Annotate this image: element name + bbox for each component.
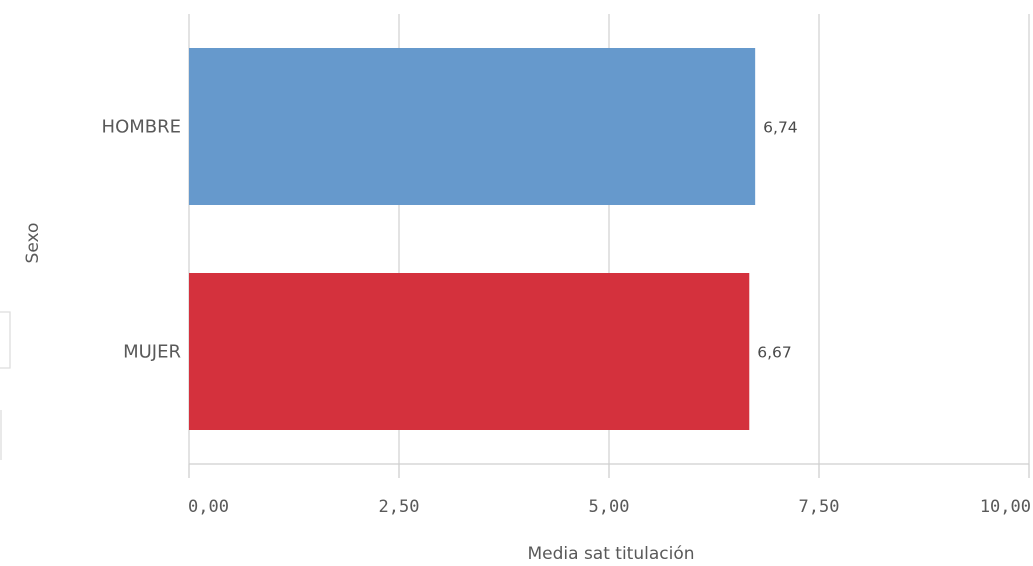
bar-mujer[interactable] bbox=[189, 273, 750, 430]
x-axis-ticks: 0,00 2,50 5,00 7,50 10,00 bbox=[188, 464, 1031, 517]
x-tick-label: 10,00 bbox=[980, 497, 1031, 517]
y-category-label: MUJER bbox=[123, 342, 181, 363]
x-axis-title: Media sat titulación bbox=[527, 544, 694, 564]
data-label: 6,67 bbox=[757, 344, 792, 362]
x-tick-label: 2,50 bbox=[379, 497, 420, 517]
data-label: 6,74 bbox=[763, 119, 798, 137]
edge-fragment bbox=[0, 311, 11, 369]
bars bbox=[189, 48, 756, 430]
y-category-label: HOMBRE bbox=[102, 117, 181, 138]
x-tick-label: 7,50 bbox=[799, 497, 840, 517]
y-axis-title: Sexo bbox=[23, 223, 43, 264]
data-labels: 6,74 6,67 bbox=[757, 119, 797, 362]
y-axis-categories: HOMBRE MUJER bbox=[102, 117, 181, 363]
bar-hombre[interactable] bbox=[189, 48, 756, 205]
x-tick-label: 5,00 bbox=[589, 497, 630, 517]
x-tick-label: 0,00 bbox=[188, 497, 229, 517]
